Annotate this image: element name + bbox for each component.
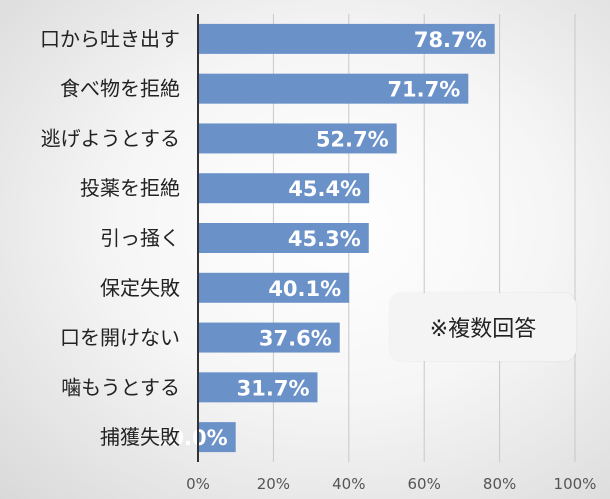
bar-value-label: 78.7%	[414, 28, 487, 52]
x-tick-label: 40%	[332, 475, 365, 493]
bar-value-label: 37.6%	[259, 327, 332, 351]
x-tick-label: 0%	[186, 475, 210, 493]
category-labels: 口から吐き出す食べ物を拒絶逃げようとする投薬を拒絶引っ掻く保定失敗口を開けない噛…	[40, 27, 180, 449]
bar	[198, 173, 370, 204]
bar	[198, 223, 369, 253]
bar-value-label: 40.1%	[268, 277, 341, 301]
bar	[198, 372, 318, 403]
bar	[198, 272, 350, 303]
category-label: 口を開けない	[60, 326, 180, 350]
x-tick-label: 20%	[257, 475, 290, 493]
category-label: 口から吐き出す	[40, 27, 180, 51]
bar	[198, 322, 340, 353]
category-label: 捕獲失敗	[100, 425, 180, 449]
bar-value-label: 10.0%	[155, 426, 228, 450]
category-label: 引っ掻く	[100, 226, 180, 250]
bar	[198, 123, 397, 154]
bars: 78.7% 71.7% 52.7% 45.4% 45.3% 40.1% 37.6% 31.7%…	[155, 23, 495, 453]
bar	[198, 73, 469, 104]
x-axis-ticks: 0% 20% 40% 60% 80% 100%	[186, 475, 596, 493]
bar-value-label: 45.3%	[288, 227, 361, 251]
bar	[198, 422, 236, 453]
category-label: 保定失敗	[100, 276, 180, 300]
category-label: 投薬を拒絶	[80, 176, 180, 200]
bar-value-label: 71.7%	[387, 78, 460, 102]
x-tick-label: 80%	[483, 475, 516, 493]
bar-value-label: 45.4%	[288, 177, 361, 201]
bar	[198, 23, 495, 54]
bar-value-label: 52.7%	[316, 127, 389, 151]
bar-value-label: 31.7%	[237, 376, 310, 400]
category-label: 噛もうとする	[61, 375, 180, 399]
category-label: 逃げようとする	[41, 126, 180, 150]
multiple-answer-note: ※複数回答	[390, 293, 576, 361]
x-tick-label: 60%	[408, 475, 441, 493]
x-tick-label: 100%	[554, 475, 597, 493]
category-label: 食べ物を拒絶	[60, 77, 180, 101]
